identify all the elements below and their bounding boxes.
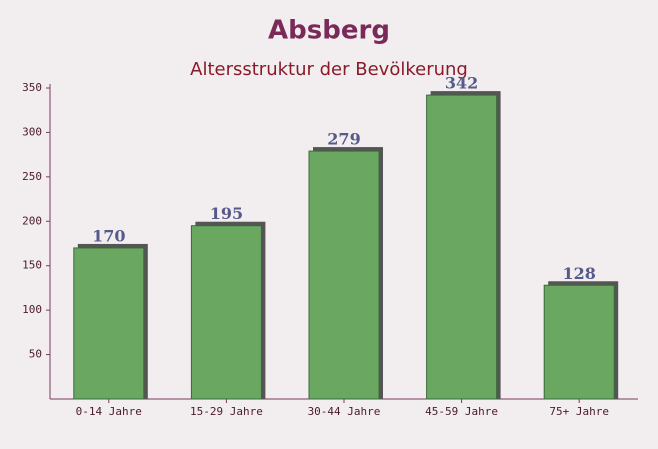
value-label: 342 bbox=[445, 74, 478, 93]
bar bbox=[543, 284, 615, 400]
y-tick-label: 200 bbox=[22, 214, 42, 227]
y-tick-label: 250 bbox=[22, 170, 42, 183]
x-tick-label: 0-14 Jahre bbox=[76, 405, 142, 418]
x-tick-label: 45-59 Jahre bbox=[425, 405, 498, 418]
y-tick-label: 150 bbox=[22, 259, 42, 272]
chart-title: Absberg bbox=[268, 16, 390, 46]
bar bbox=[308, 150, 380, 400]
x-tick-label: 75+ Jahre bbox=[549, 405, 609, 418]
bar bbox=[73, 247, 145, 400]
y-tick-label: 100 bbox=[22, 303, 42, 316]
value-label: 128 bbox=[562, 264, 595, 283]
x-tick-label: 30-44 Jahre bbox=[308, 405, 381, 418]
chart-subtitle: Altersstruktur der Bevölkerung bbox=[190, 59, 468, 80]
bar bbox=[426, 94, 498, 400]
x-tick-label: 15-29 Jahre bbox=[190, 405, 263, 418]
value-label: 195 bbox=[210, 204, 243, 223]
y-tick-label: 300 bbox=[22, 125, 42, 138]
y-tick-label: 350 bbox=[22, 81, 42, 94]
value-label: 170 bbox=[92, 226, 125, 245]
value-label: 279 bbox=[327, 130, 360, 149]
y-tick-label: 50 bbox=[29, 348, 42, 361]
bar bbox=[190, 225, 262, 400]
